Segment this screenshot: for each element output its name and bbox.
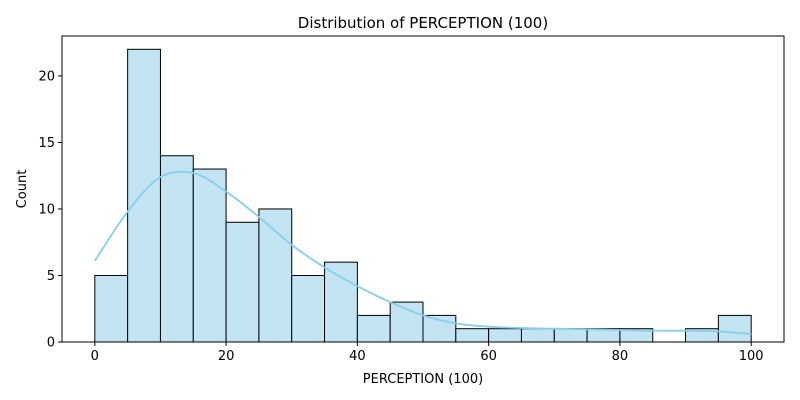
histogram-bar [159,155,194,343]
x-tick-label: 100 [739,349,764,364]
histogram-bar [389,301,424,343]
histogram-bar [127,48,161,343]
x-tick-label: 60 [480,349,497,364]
y-tick-label: 15 [38,136,55,151]
histogram-bar [94,274,129,343]
histogram-bar [356,314,391,343]
x-tick-label: 0 [91,349,99,364]
histogram-bar [291,274,326,343]
histogram-bar [258,208,293,343]
histogram-bar [717,314,752,343]
histogram-bar [488,328,522,343]
x-axis-label: PERCEPTION (100) [363,372,483,387]
x-axis-ticks: 0 20 40 60 80 100 [91,342,764,364]
x-tick-label: 20 [218,349,235,364]
x-tick-label: 40 [349,349,366,364]
histogram-bar [324,261,358,343]
y-axis-label: Count [15,170,30,209]
plot-frame [61,35,785,343]
y-tick-label: 5 [47,269,55,284]
chart-title: Distribution of PERCEPTION (100) [298,14,548,32]
histogram-bar [520,328,555,343]
y-tick-label: 0 [47,336,55,351]
y-tick-label: 10 [38,202,55,217]
histogram-bar [455,328,490,343]
kde-curve [94,170,752,335]
y-axis-ticks: 0 5 10 15 20 [38,69,62,351]
bars-layer [94,48,752,343]
y-tick-label: 20 [38,69,55,84]
histogram-bar [225,221,260,343]
histogram-bar [192,168,227,343]
histogram-bar [553,328,588,343]
x-tick-label: 80 [612,349,629,364]
